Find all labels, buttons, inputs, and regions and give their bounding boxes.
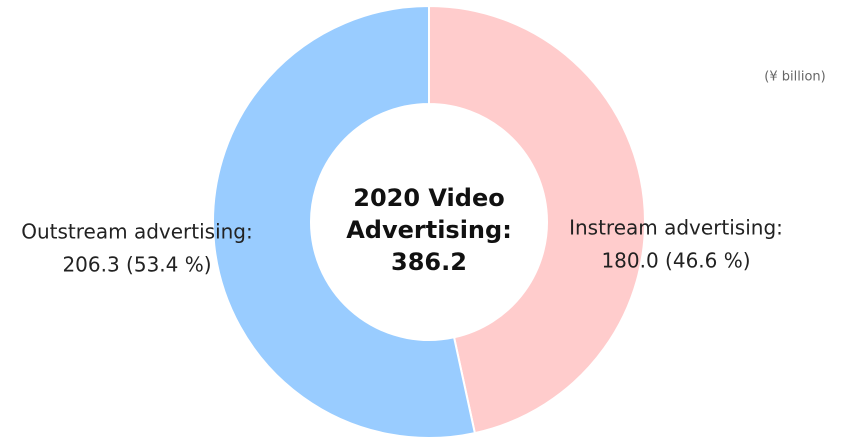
donut-slice [212,4,477,439]
center-label: 2020 Video Advertising: 386.2 [319,182,539,278]
value-label: 206.3 (53.4 %) [62,253,211,277]
slice-label: Instream advertising: [569,216,783,240]
slice-label: Outstream advertising: [21,220,253,244]
value-label: 180.0 (46.6 %) [601,249,750,273]
unit-label: (¥ billion) [764,70,825,85]
chart-title: 2020 Video Advertising: [346,184,512,244]
total: 386.2 [391,248,467,276]
donut-slice [428,4,646,435]
